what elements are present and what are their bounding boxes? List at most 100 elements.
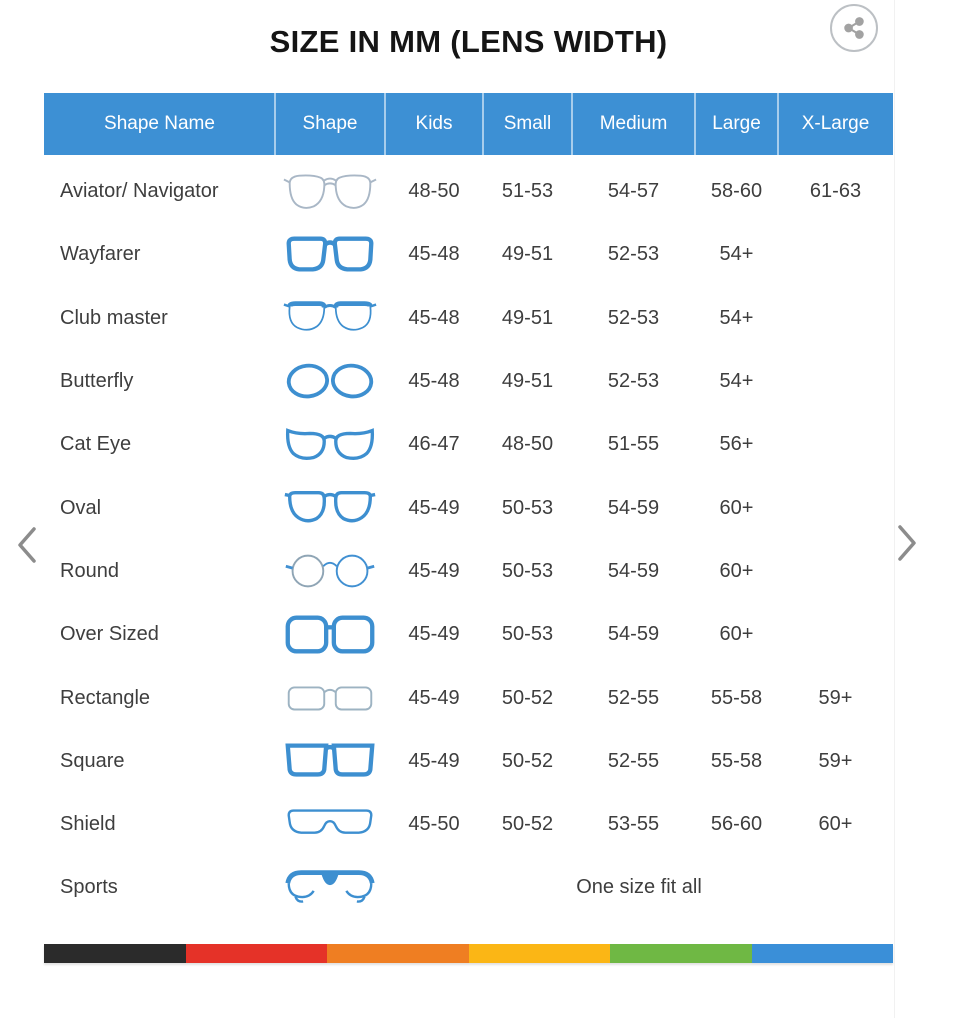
size-value: 49-51	[501, 243, 554, 266]
chevron-left-icon	[14, 525, 40, 565]
size-value: 52-53	[607, 306, 660, 329]
table-row: Square 45-49 50-52 52-55 55-58 59+	[44, 730, 893, 793]
shape-name: Butterfly	[60, 370, 134, 393]
size-value: 45-49	[408, 559, 460, 582]
size-value: 54-57	[607, 180, 660, 203]
size-value: 55-58	[710, 686, 763, 709]
shape-name: Wayfarer	[60, 243, 141, 266]
size-value: 45-49	[408, 623, 460, 646]
oval-glasses-icon	[275, 484, 385, 532]
column-header-small: Small	[482, 93, 572, 155]
size-value: 59+	[818, 749, 853, 772]
footer-color-stripe	[44, 944, 893, 963]
size-value: 60+	[719, 623, 754, 646]
size-value: 52-55	[607, 686, 660, 709]
table-row: Rectangle 45-49 50-52 52-55 55-58 59+	[44, 666, 893, 729]
one-size-note: One size fit all	[576, 876, 702, 899]
size-value: 59+	[818, 686, 853, 709]
stripe-segment	[327, 944, 469, 963]
size-value: 54-59	[607, 559, 660, 582]
column-header-shape-name: Shape Name	[104, 113, 215, 134]
size-value: 54+	[719, 243, 754, 266]
table-row: Oval 45-49 50-53 54-59 60+	[44, 476, 893, 539]
size-value: 50-52	[501, 686, 554, 709]
shape-name: Aviator/ Navigator	[60, 180, 219, 203]
size-value: 51-55	[607, 433, 660, 456]
shape-name: Square	[60, 749, 125, 772]
size-value: 50-53	[501, 496, 554, 519]
size-value: 61-63	[809, 180, 862, 203]
size-value: 54+	[719, 370, 754, 393]
stripe-segment	[610, 944, 752, 963]
size-value: 60+	[719, 496, 754, 519]
table-row: Wayfarer 45-48 49-51 52-53 54+	[44, 223, 893, 286]
column-header-shape: Shape	[274, 93, 385, 155]
size-value: 56-60	[710, 813, 763, 836]
column-header-large: Large	[694, 93, 778, 155]
shape-name: Club master	[60, 306, 168, 329]
table-header: Shape Name Shape Kids Small Medium Large X-Lar…	[44, 93, 893, 155]
size-value: 58-60	[710, 180, 763, 203]
column-header-medium: Medium	[571, 93, 695, 155]
size-value: 51-53	[501, 180, 554, 203]
column-header-kids: Kids	[384, 93, 483, 155]
shape-name: Over Sized	[60, 623, 159, 646]
size-value: 52-55	[607, 749, 660, 772]
size-value: 56+	[719, 433, 754, 456]
clubmaster-glasses-icon	[275, 294, 385, 342]
size-value: 60+	[818, 813, 853, 836]
shape-name: Cat Eye	[60, 433, 132, 456]
size-value: 45-49	[408, 496, 460, 519]
size-value: 45-49	[408, 686, 460, 709]
stripe-segment	[468, 944, 610, 963]
shield-glasses-icon	[275, 801, 385, 849]
size-value: 55-58	[710, 749, 763, 772]
table-row: Cat Eye 46-47 48-50 51-55 56+	[44, 413, 893, 476]
shape-name: Round	[60, 559, 119, 582]
shape-name: Sports	[60, 876, 118, 899]
round-glasses-icon	[275, 547, 385, 595]
shape-name: Oval	[60, 496, 102, 519]
share-icon	[841, 15, 867, 41]
oversized-glasses-icon	[275, 611, 385, 659]
size-value: 50-53	[501, 623, 554, 646]
table-row: Round 45-49 50-53 54-59 60+	[44, 540, 893, 603]
column-header-x-large: X-Large	[777, 93, 893, 155]
table-row: Butterfly 45-48 49-51 52-53 54+	[44, 350, 893, 413]
carousel-prev-button[interactable]	[11, 524, 43, 566]
shape-name: Rectangle	[60, 686, 151, 709]
table-row: Shield 45-50 50-52 53-55 56-60 60+	[44, 793, 893, 856]
size-value: 46-47	[408, 433, 460, 456]
size-value: 52-53	[607, 243, 660, 266]
size-value: 49-51	[501, 306, 554, 329]
size-table-body: Aviator/ Navigator 48-50 51-53 54-57 58-60 61…	[44, 160, 893, 920]
size-value: 54-59	[607, 496, 660, 519]
stripe-segment	[751, 944, 893, 963]
size-value: 54-59	[607, 623, 660, 646]
share-button[interactable]	[830, 4, 878, 52]
size-value: 45-49	[408, 749, 460, 772]
card-edge-divider	[894, 0, 895, 1018]
wayfarer-glasses-icon	[275, 231, 385, 279]
table-row: Club master 45-48 49-51 52-53 54+	[44, 287, 893, 350]
size-value: 50-52	[501, 813, 554, 836]
size-value: 60+	[719, 559, 754, 582]
table-row: Aviator/ Navigator 48-50 51-53 54-57 58-60 61…	[44, 160, 893, 223]
size-value: 52-53	[607, 370, 660, 393]
size-value: 48-50	[501, 433, 554, 456]
size-value: 45-48	[408, 306, 460, 329]
size-value: 45-50	[408, 813, 460, 836]
shape-name: Shield	[60, 813, 116, 836]
table-row: Sports One size fit all	[44, 856, 893, 919]
stripe-segment	[44, 944, 186, 963]
carousel-next-button[interactable]	[891, 522, 923, 564]
table-row: Over Sized 45-49 50-53 54-59 60+	[44, 603, 893, 666]
chevron-right-icon	[894, 523, 920, 563]
size-value: 45-48	[408, 243, 460, 266]
size-value: 53-55	[607, 813, 660, 836]
size-value: 45-48	[408, 370, 460, 393]
page-title: SIZE IN MM (LENS WIDTH)	[269, 24, 668, 59]
butterfly-glasses-icon	[275, 358, 385, 406]
size-value: 50-53	[501, 559, 554, 582]
size-value: 54+	[719, 306, 754, 329]
